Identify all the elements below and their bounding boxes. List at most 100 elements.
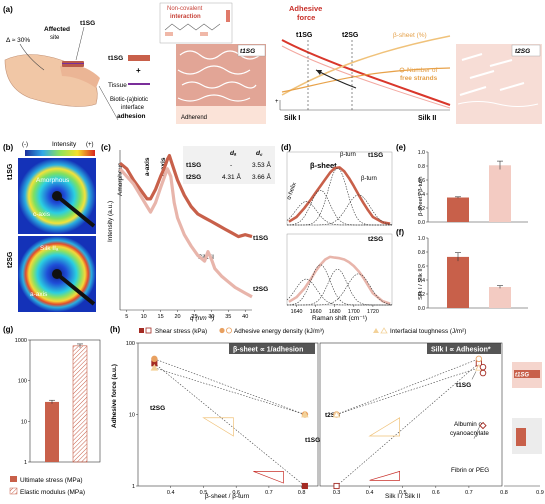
panel-c-ylabel: Intensity (a.u.)	[107, 201, 114, 242]
g-y-tick-label: 1	[24, 460, 27, 466]
trend-arrow	[315, 69, 357, 89]
table-row1-name: t1SG	[186, 162, 201, 169]
right-title-bg	[427, 343, 501, 354]
raman-xlabel: Raman shift (cm⁻¹)	[312, 315, 367, 322]
h-trend-0-1	[154, 358, 306, 415]
right-title: Silk I ∝ Adhesion*	[431, 347, 491, 354]
arm-shadow	[60, 64, 100, 88]
raman-beta-sheet: β-sheet	[310, 161, 337, 170]
c-x-tick-label: 35	[225, 314, 231, 320]
h-y-tick-label: 1	[132, 484, 135, 490]
d-component-top-1	[286, 190, 392, 226]
box-t2-label: t2SG	[515, 48, 530, 55]
g-y-tick-label: 1000	[15, 338, 27, 344]
legend-tissue-text: Tissue	[108, 82, 127, 89]
h-trend-1-1	[336, 358, 479, 415]
colorbar-minus: (-)	[22, 142, 28, 148]
waxs-row1-label: t1SG	[7, 163, 14, 180]
h-slope-orange-0	[202, 417, 234, 437]
f-y-tick-label: 1.0	[418, 236, 425, 242]
raman-alpha: α-helix	[286, 182, 298, 201]
c-series-t2SG	[118, 167, 253, 299]
adhesive-force-label-1: Adhesive	[289, 4, 322, 13]
f-y-tick-label: 0.0	[418, 306, 425, 312]
h-side-tick-label: 0.8	[500, 490, 508, 496]
legend-tough-filled	[373, 328, 379, 333]
legend-tough: Interfacial toughness (J/m²)	[390, 328, 466, 335]
affected-label: Affected	[44, 26, 70, 33]
d-component-top-0	[286, 201, 392, 226]
x-silk2-label: Silk II	[418, 115, 436, 122]
h-fibrin-point-0	[479, 421, 487, 430]
legend-energy-filled	[219, 327, 225, 334]
c-series-t1SG	[118, 154, 253, 239]
g-bar-1	[72, 345, 88, 463]
h-trend-1-2	[336, 367, 479, 415]
molecule-backbone	[164, 23, 221, 31]
adhesive-force-curve	[281, 39, 451, 106]
schematic-plus: +	[275, 99, 279, 105]
waxs-aaxis: a-axis	[30, 291, 48, 298]
h-right-t2: t2SG	[325, 412, 340, 419]
waxs-silk2: Silk IIₐ	[40, 245, 59, 252]
h-point-1-1-1	[475, 355, 483, 363]
h-albumin-leader	[471, 371, 477, 380]
raman-beta-turn-1: β-turn	[340, 152, 356, 158]
h-slope-orange-1	[368, 417, 400, 437]
panel-label-e: (e)	[396, 143, 406, 152]
h-left-t2: t2SG	[150, 405, 165, 412]
noncov-line2: interaction	[170, 14, 201, 20]
beta-sheet-curve	[281, 35, 451, 96]
d-x-tick-label: 1680	[329, 309, 341, 315]
side-patch-label-bg	[514, 370, 540, 378]
h-point-1-0-0	[333, 482, 340, 490]
adherend-label-1: Adherend	[181, 115, 207, 121]
t2-adherend-box: t2SG	[456, 44, 542, 124]
legend-shear: Shear stress (kPa)	[155, 328, 207, 335]
legend-shear-open	[145, 327, 152, 334]
adhesive-force-label-2: force	[297, 13, 315, 22]
legend-ultimate-swatch	[10, 476, 17, 482]
d-x-tick-label: 1700	[348, 309, 360, 315]
f-y-tick-label: 0.4	[418, 278, 425, 284]
h-point-1-2-0	[332, 410, 341, 418]
ann-albumin-2: cyanoacrylate	[450, 430, 489, 437]
waxs-row2-label: t2SG	[7, 251, 14, 268]
c-x-tick-label: 25	[191, 314, 197, 320]
e-bar-t1SG	[447, 197, 469, 222]
panel-h: (h) Shear stress (kPa) Adhesive energy d…	[110, 325, 544, 500]
g-y-tick-label: 10	[21, 419, 27, 425]
molecule-oxygen-2	[200, 32, 208, 36]
panel-a: (a) Δ ≈ 30% Affected site t1SG t1SG + Ti…	[3, 2, 542, 124]
d-component-bottom-3	[287, 273, 393, 306]
legend-tough-open	[380, 327, 388, 334]
side-patch-strip	[516, 428, 526, 446]
h-x-tick-label: 0.6	[232, 490, 240, 496]
legend-ultimate: Ultimate stress (MPa)	[20, 477, 82, 484]
h-point-0-2-0	[150, 363, 159, 371]
beamstop-arm-2	[55, 272, 96, 306]
panel-c-xlabel: q (nm⁻¹)	[190, 315, 214, 322]
h-x-tick-label: 0.5	[399, 490, 407, 496]
d-x-tick-label: 1720	[367, 309, 379, 315]
legend-plus: +	[136, 66, 141, 75]
beamstop-arm-1	[55, 194, 96, 228]
biotic-line1: Biotic-(a)biotic	[110, 97, 148, 103]
h-y-tick-label: 10	[129, 413, 135, 419]
ann-albumin-1: Albumin or	[454, 421, 484, 428]
colorbar-plus: (+)	[86, 142, 94, 148]
h-x-tick-label: 0.6	[432, 490, 440, 496]
left-xlabel: β-sheet / β-turn	[205, 493, 250, 500]
table-col-dc: d꜀	[256, 150, 263, 157]
strands-line2: free strands	[400, 75, 438, 82]
table-row2-dc: 3.66 Å	[252, 172, 271, 181]
h-right-t1: t1SG	[456, 382, 471, 389]
c-x-tick-label: 10	[141, 314, 147, 320]
panel-f-ylabel: Silk I / Silk II	[418, 268, 424, 300]
h-trend-0-0	[154, 363, 306, 487]
h-frame-1	[319, 342, 503, 487]
f-y-tick-label: 0.6	[418, 264, 425, 270]
trend-arrowhead	[316, 70, 322, 75]
